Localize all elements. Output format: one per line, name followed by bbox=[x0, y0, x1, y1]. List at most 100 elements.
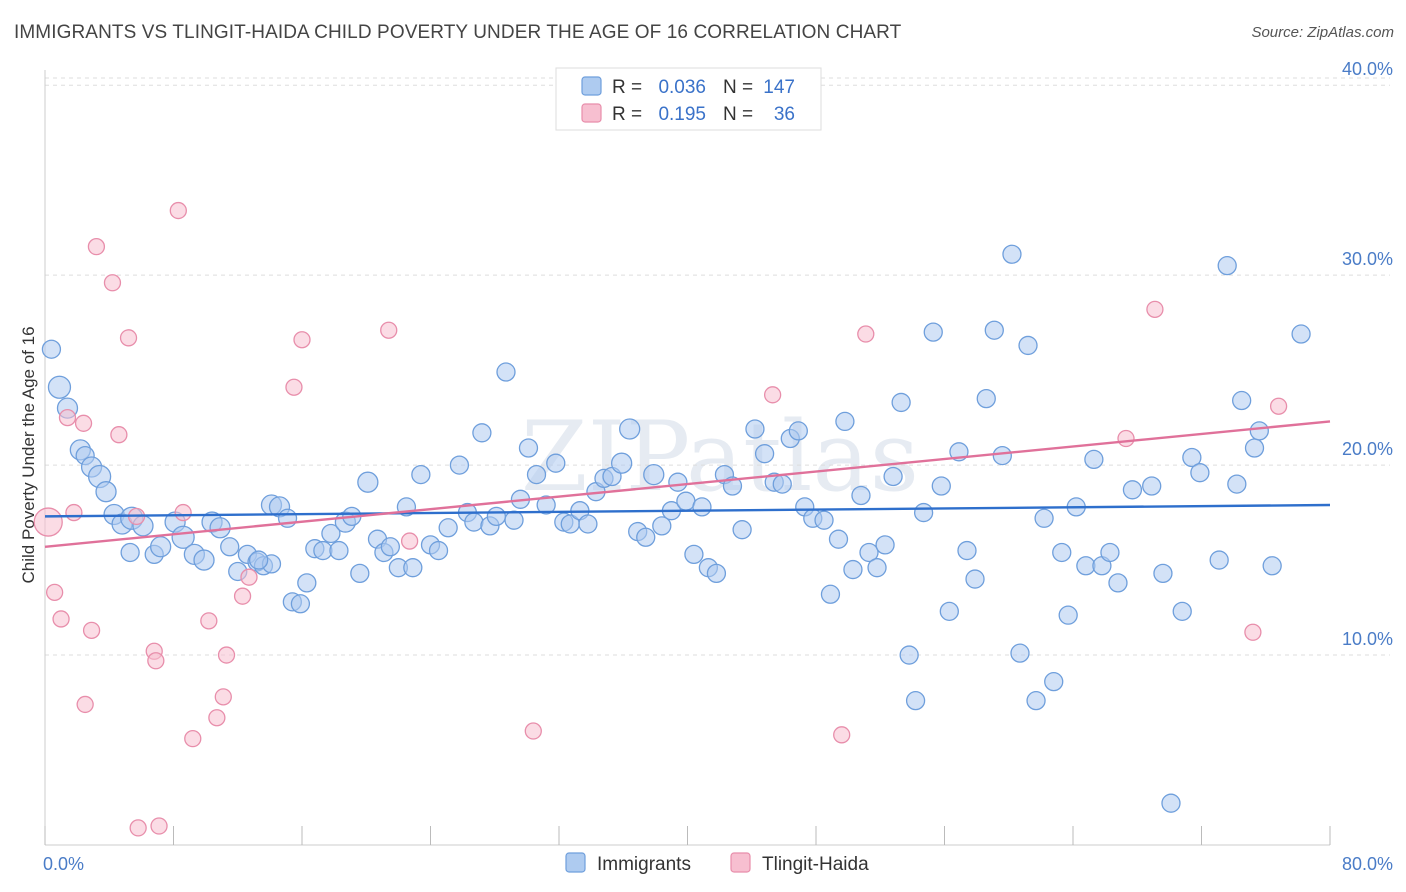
immigrants-point bbox=[692, 497, 712, 517]
chart-title: IMMIGRANTS VS TLINGIT-HAIDA CHILD POVERT… bbox=[14, 22, 902, 43]
immigrants-point bbox=[1044, 671, 1064, 692]
series-legend-swatch bbox=[730, 852, 751, 873]
immigrants-point bbox=[47, 375, 72, 399]
immigrants-point bbox=[290, 594, 311, 614]
immigrants-point bbox=[939, 601, 959, 622]
tlingit-haida-point bbox=[76, 695, 94, 714]
immigrants-point bbox=[438, 518, 458, 538]
y-tick-label: 30.0% bbox=[1342, 249, 1393, 269]
immigrants-point bbox=[1291, 324, 1311, 344]
immigrants-point bbox=[745, 419, 765, 439]
tlingit-haida-point bbox=[1244, 623, 1262, 641]
immigrants-point bbox=[610, 452, 633, 474]
tlingit-haida-point bbox=[129, 819, 147, 837]
source-credit: Source: ZipAtlas.com bbox=[1251, 24, 1394, 41]
immigrants-point bbox=[1026, 690, 1046, 711]
immigrants-point bbox=[1052, 542, 1072, 563]
immigrants-point bbox=[1161, 793, 1181, 813]
tlingit-haida-point bbox=[200, 612, 218, 630]
legend-n-value: 36 bbox=[774, 104, 795, 125]
immigrants-point bbox=[668, 472, 688, 492]
legend-swatch bbox=[581, 76, 602, 96]
immigrants-point bbox=[536, 495, 556, 515]
series-legend-label: Tlingit-Haida bbox=[762, 854, 869, 875]
tlingit-haida-point bbox=[763, 386, 782, 404]
immigrants-point bbox=[788, 421, 808, 441]
legend-swatch bbox=[581, 103, 602, 123]
tlingit-haida-point bbox=[380, 321, 398, 339]
immigrants-point bbox=[732, 520, 752, 540]
immigrants-point bbox=[1010, 643, 1030, 663]
immigrants-point bbox=[1190, 463, 1210, 483]
immigrants-point bbox=[1153, 563, 1173, 584]
immigrants-point bbox=[486, 506, 507, 527]
tlingit-haida-trend-line bbox=[44, 420, 1331, 548]
immigrants-point bbox=[248, 550, 269, 570]
immigrants-point bbox=[1262, 556, 1282, 576]
tlingit-haida-point bbox=[833, 726, 851, 744]
immigrants-point bbox=[526, 464, 547, 485]
immigrants-point bbox=[1108, 573, 1128, 593]
immigrants-point bbox=[297, 573, 317, 593]
immigrants-point bbox=[1122, 480, 1143, 500]
tlingit-haida-point bbox=[33, 507, 63, 537]
immigrants-point bbox=[965, 569, 985, 589]
tlingit-haida-point bbox=[293, 331, 311, 349]
tlingit-haida-point bbox=[524, 722, 542, 740]
trend-lines bbox=[44, 420, 1331, 548]
legend-n-label: N = bbox=[723, 77, 753, 98]
immigrants-point bbox=[1172, 601, 1192, 622]
immigrants-point bbox=[472, 423, 492, 443]
immigrants-point bbox=[1058, 605, 1078, 625]
immigrants-point bbox=[859, 542, 879, 563]
immigrants-trend-line bbox=[44, 503, 1331, 518]
immigrants-point bbox=[1018, 335, 1038, 356]
tlingit-haida-point bbox=[65, 503, 83, 522]
immigrants-point bbox=[828, 529, 849, 549]
tlingit-haida-point bbox=[1117, 429, 1135, 448]
immigrants-point bbox=[676, 491, 696, 511]
immigrants-point bbox=[984, 320, 1004, 340]
immigrants-point bbox=[220, 537, 240, 557]
immigrants-point bbox=[209, 517, 231, 539]
tlingit-haida-point bbox=[208, 709, 226, 727]
immigrants-point bbox=[867, 558, 887, 578]
immigrants-point bbox=[851, 485, 871, 506]
immigrants-point bbox=[652, 516, 672, 536]
immigrants-point bbox=[428, 540, 449, 561]
tlingit-haida-point bbox=[217, 646, 236, 664]
tlingit-haida-point bbox=[82, 621, 101, 640]
immigrants-point bbox=[449, 455, 470, 475]
tlingit-haida-point bbox=[87, 238, 106, 256]
immigrants-point bbox=[1227, 474, 1247, 494]
immigrants-point bbox=[706, 563, 727, 584]
y-tick-label: 20.0% bbox=[1342, 439, 1393, 459]
immigrants-point bbox=[976, 388, 996, 409]
tlingit-haida-point bbox=[214, 688, 232, 706]
immigrants-point bbox=[321, 523, 341, 544]
immigrants-point bbox=[684, 544, 704, 565]
tlingit-haida-point bbox=[240, 568, 258, 586]
immigrants-point bbox=[1002, 244, 1022, 264]
immigrants-point bbox=[1034, 508, 1054, 528]
immigrants-point bbox=[1217, 255, 1237, 276]
tlingit-haida-point bbox=[147, 652, 165, 670]
immigrants-point bbox=[891, 392, 911, 413]
immigrants-point bbox=[1209, 550, 1229, 570]
tlingit-haida-point bbox=[119, 329, 138, 347]
immigrants-point bbox=[504, 510, 524, 530]
immigrants-point bbox=[643, 463, 665, 486]
legend-r-label: R = bbox=[612, 77, 642, 98]
tlingit-haida-point bbox=[58, 408, 77, 427]
immigrants-point bbox=[636, 527, 656, 547]
tlingit-haida-point bbox=[857, 325, 875, 343]
immigrants-point bbox=[931, 476, 951, 496]
immigrants-point bbox=[120, 542, 140, 563]
tlingit-haida-point bbox=[400, 532, 419, 550]
immigrants-point bbox=[875, 535, 895, 555]
legend-r-label: R = bbox=[612, 104, 642, 125]
series-legend-swatch bbox=[565, 852, 586, 873]
x-tick-label: 80.0% bbox=[1342, 854, 1393, 874]
immigrants-point bbox=[578, 514, 598, 534]
immigrants-point bbox=[619, 418, 641, 440]
